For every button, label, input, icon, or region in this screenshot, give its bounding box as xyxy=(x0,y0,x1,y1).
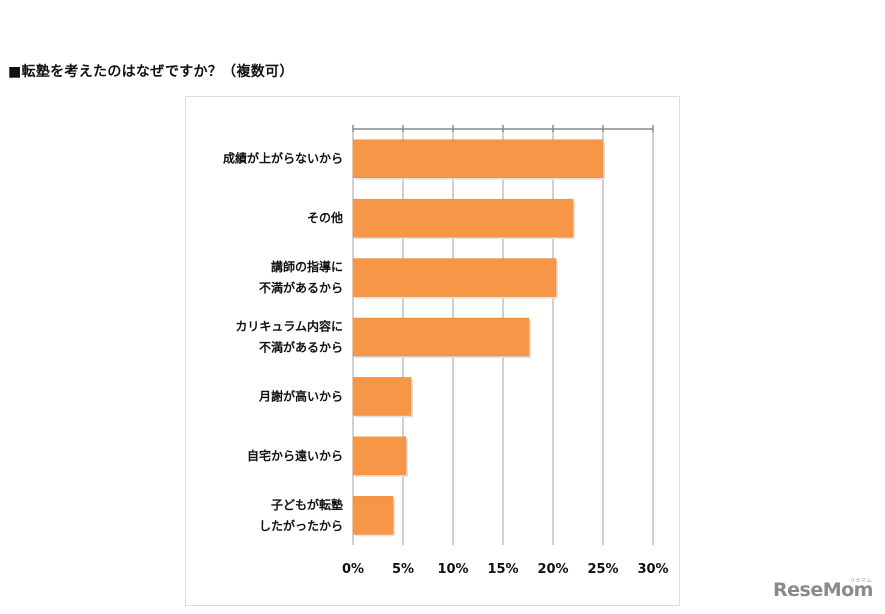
category-label-3-line-1: 不満があるから xyxy=(259,340,343,355)
bar-0 xyxy=(352,139,604,178)
x-tick-label-5: 25% xyxy=(587,562,618,577)
category-label-2-line-1: 不満があるから xyxy=(259,280,343,295)
x-tick-label-0: 0% xyxy=(342,562,364,577)
x-tick-label-4: 20% xyxy=(537,562,568,577)
bar-chart: 成績が上がらないからその他講師の指導に不満があるからカリキュラム内容に不満がある… xyxy=(223,125,669,577)
resemom-logo: ReseMom xyxy=(773,579,873,601)
category-label-3-line-0: カリキュラム内容に xyxy=(235,319,343,334)
bar-4 xyxy=(352,377,412,416)
x-tick-label-3: 15% xyxy=(487,562,518,577)
category-label-4: 月謝が高いから xyxy=(258,388,343,403)
x-tick-label-1: 5% xyxy=(392,562,414,577)
resemom-logo-kana: リセマム xyxy=(850,578,873,584)
category-label-0: 成績が上がらないから xyxy=(223,151,343,166)
bar-1 xyxy=(352,198,574,238)
x-tick-label-6: 30% xyxy=(637,562,668,577)
category-label-6-line-1: したがったから xyxy=(259,518,343,533)
category-label-6-line-0: 子どもが転塾 xyxy=(271,497,343,512)
category-label-2-line-0: 講師の指導に xyxy=(271,259,343,274)
bar-2 xyxy=(352,258,557,297)
bar-3 xyxy=(352,317,530,357)
bar-6 xyxy=(352,496,394,535)
category-label-5: 自宅から遠いから xyxy=(247,448,343,463)
bar-5 xyxy=(352,436,407,476)
x-tick-label-2: 10% xyxy=(437,562,468,577)
chart-heading: ■転塾を考えたのはなぜですか？（複数可） xyxy=(8,64,294,80)
category-label-1: その他 xyxy=(307,210,343,225)
chart-frame: 成績が上がらないから その他 講師の指導に 不満があるから カリキュラム内容に 不満がある… xyxy=(185,96,680,606)
